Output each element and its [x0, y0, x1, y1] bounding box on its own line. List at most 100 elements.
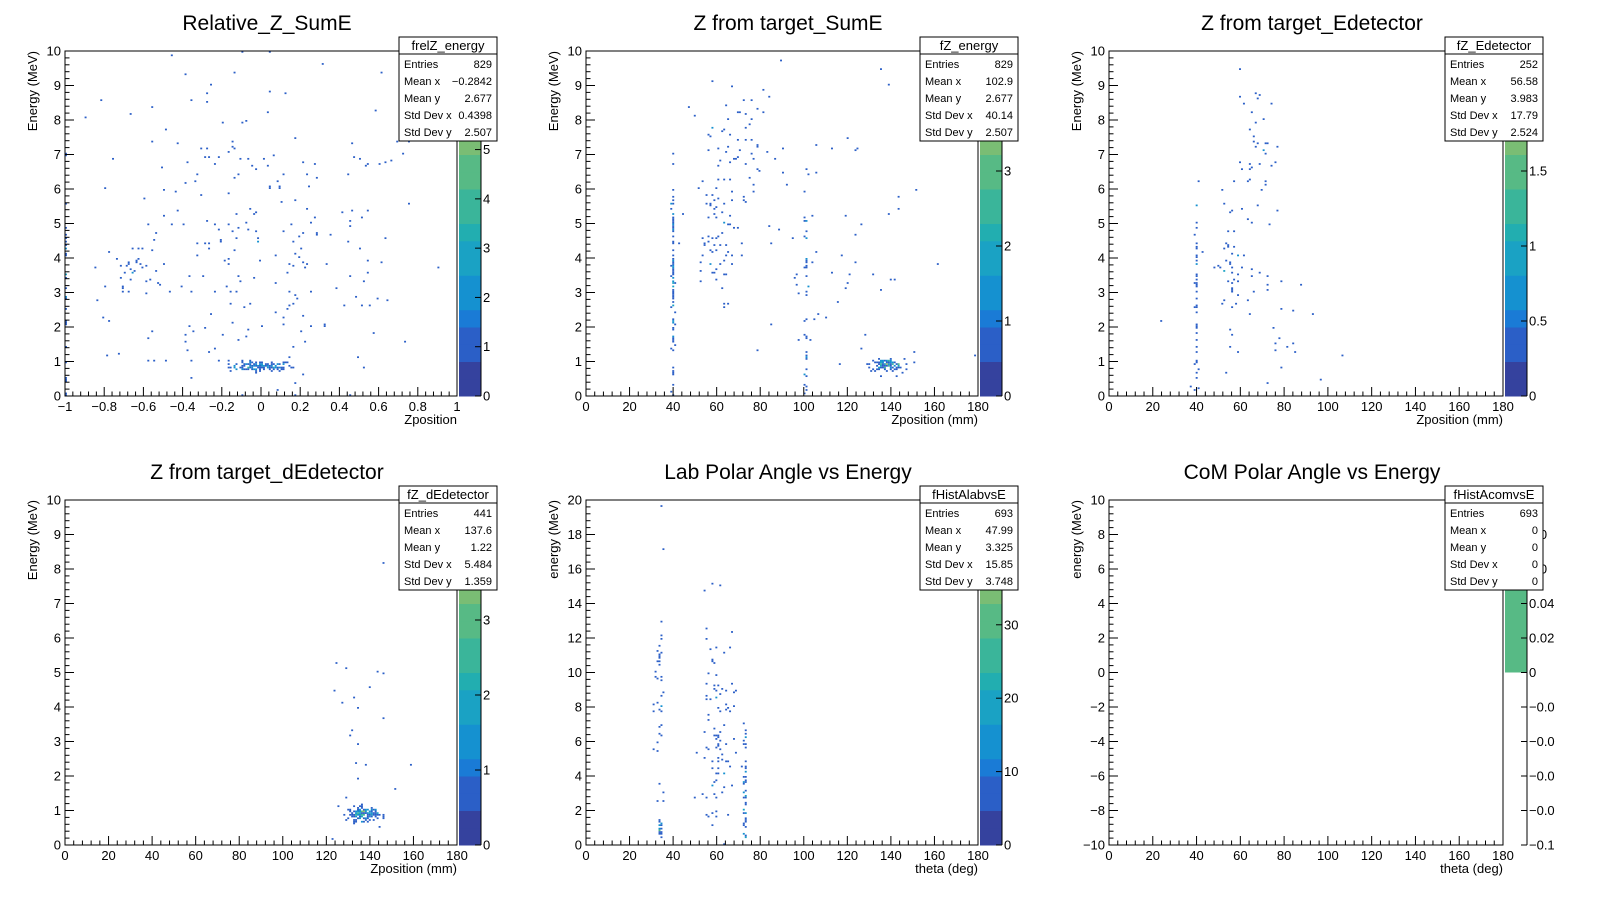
data-point [707, 235, 710, 238]
data-point [705, 682, 708, 685]
data-point [139, 263, 142, 265]
data-point [65, 392, 67, 395]
data-point [719, 244, 722, 246]
stats-value: 0.4398 [458, 110, 492, 122]
y-tick-label: 10 [47, 44, 61, 59]
data-point [672, 213, 675, 215]
data-point [351, 813, 354, 816]
data-point [360, 216, 363, 219]
data-point [719, 159, 722, 162]
data-point [206, 101, 209, 103]
data-point [672, 285, 675, 288]
data-point [723, 306, 726, 309]
data-point [272, 366, 275, 369]
data-point [658, 708, 661, 711]
data-point [357, 812, 359, 814]
data-point [360, 304, 363, 307]
data-point [805, 337, 808, 340]
data-point [229, 290, 232, 293]
data-point [913, 361, 916, 364]
data-point [372, 819, 375, 821]
data-point [243, 306, 246, 309]
data-point [1195, 273, 1198, 276]
data-point [255, 361, 258, 364]
data-point [100, 99, 103, 102]
stats-value: 0 [1532, 542, 1538, 554]
data-point [202, 275, 205, 277]
data-point [682, 213, 684, 215]
data-point [885, 361, 888, 364]
color-bar-segment [980, 154, 1002, 173]
color-bar-label: 0.5 [1529, 314, 1547, 329]
color-bar-label: 3 [483, 613, 490, 628]
data-point [345, 796, 348, 799]
color-bar-label: 30 [1004, 617, 1018, 632]
color-bar-segment [459, 378, 481, 397]
y-tick-label: 4 [1098, 596, 1105, 611]
data-point [129, 278, 132, 281]
data-point [715, 206, 718, 208]
data-point [876, 364, 879, 367]
data-point [715, 187, 718, 189]
data-point [723, 128, 726, 131]
data-point [266, 363, 269, 365]
data-point [725, 708, 728, 711]
data-point [878, 358, 880, 360]
data-point [364, 763, 367, 766]
stats-value: 47.99 [985, 525, 1013, 537]
x-tick-label: 100 [793, 848, 815, 863]
data-point [672, 289, 675, 291]
y-tick-label: 10 [568, 665, 582, 680]
data-point [715, 815, 718, 818]
data-point [1231, 333, 1234, 336]
data-point [723, 843, 726, 845]
data-point [65, 361, 67, 364]
color-bar-label: 20 [1004, 691, 1018, 706]
stats-value: −0.2842 [452, 76, 492, 88]
data-point [208, 351, 211, 353]
data-point [362, 810, 365, 813]
data-point [713, 781, 716, 783]
data-point [891, 361, 894, 364]
data-point [672, 270, 675, 272]
data-point [725, 743, 728, 745]
data-point [658, 644, 661, 647]
data-point [65, 254, 67, 257]
color-bar-label: −0.0 [1529, 700, 1555, 715]
data-point [374, 813, 377, 816]
stats-key: Std Dev y [1450, 127, 1498, 139]
data-point [880, 366, 882, 369]
data-point [112, 157, 114, 160]
stats-value: 0 [1532, 576, 1538, 588]
data-point [1248, 128, 1251, 131]
data-point [866, 363, 869, 365]
data-point [854, 261, 857, 264]
stats-value: 693 [1520, 508, 1538, 520]
data-point [791, 237, 794, 240]
color-bar-segment [1505, 344, 1527, 362]
data-point [672, 339, 675, 341]
data-point [711, 824, 714, 827]
data-point [672, 152, 675, 155]
data-point [360, 812, 363, 814]
data-point [272, 363, 275, 365]
data-point [353, 815, 356, 818]
data-point [672, 259, 675, 262]
color-bar-segment [980, 189, 1002, 207]
data-point [1223, 247, 1226, 250]
chart-1: Relative_Z_SumE−1 −0.8 −0.6 −0.4 −0.2 0 0.2 0.4… [25, 12, 498, 427]
data-point [190, 359, 193, 362]
stats-name: fZ_Edetector [1457, 38, 1532, 53]
y-tick-label: 4 [575, 251, 582, 266]
data-point [705, 698, 708, 701]
data-point [102, 316, 105, 319]
data-point [660, 822, 663, 825]
data-point [204, 242, 207, 245]
data-point [1280, 308, 1283, 310]
data-point [883, 364, 886, 367]
data-point [235, 368, 238, 371]
y-tick-label: 6 [1098, 182, 1105, 197]
color-bar-segment [1505, 258, 1527, 276]
